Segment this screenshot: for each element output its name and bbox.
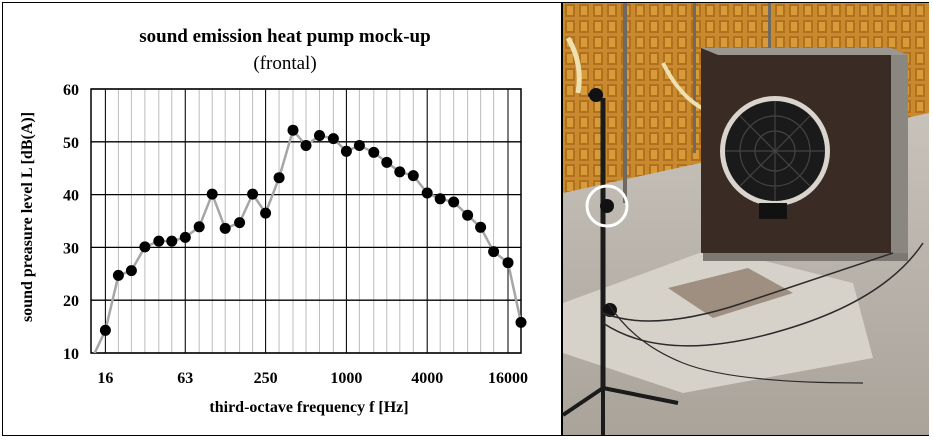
panel-divider bbox=[561, 3, 563, 435]
data-point bbox=[340, 145, 352, 157]
data-point bbox=[488, 246, 500, 258]
data-point bbox=[153, 235, 165, 247]
y-tick-label: 10 bbox=[63, 346, 79, 363]
grid bbox=[90, 88, 522, 354]
data-point bbox=[260, 207, 272, 219]
frequency-chart: sound emission heat pump mock-up (fronta… bbox=[19, 26, 528, 416]
data-point bbox=[300, 140, 312, 151]
data-point bbox=[381, 156, 393, 168]
data-point bbox=[327, 133, 339, 145]
data-point bbox=[515, 316, 527, 328]
x-tick-label: 63 bbox=[177, 370, 193, 387]
data-point bbox=[234, 217, 246, 229]
data-point bbox=[475, 221, 487, 233]
data-point bbox=[407, 170, 419, 182]
y-axis-label: sound preasure level L [dB(A)] bbox=[19, 112, 36, 322]
data-point bbox=[193, 221, 205, 233]
chart-panel: sound emission heat pump mock-up (fronta… bbox=[3, 3, 561, 435]
data-point bbox=[139, 241, 151, 253]
chart-title: sound emission heat pump mock-up bbox=[139, 26, 430, 47]
data-point bbox=[125, 265, 137, 277]
data-point bbox=[112, 269, 124, 281]
data-point bbox=[394, 166, 406, 178]
data-point bbox=[502, 257, 514, 269]
chart-subtitle: (frontal) bbox=[253, 53, 316, 74]
data-point bbox=[247, 188, 259, 200]
data-point bbox=[448, 196, 460, 208]
x-tick-label: 16000 bbox=[488, 370, 528, 387]
plot-area-border bbox=[90, 88, 522, 354]
x-axis-label: third-octave frequency f [Hz] bbox=[209, 399, 408, 416]
x-tick-label: 4000 bbox=[411, 370, 443, 387]
y-tick-label: 50 bbox=[63, 135, 79, 152]
data-point bbox=[287, 124, 299, 136]
test-setup-photo bbox=[563, 3, 929, 435]
data-point bbox=[368, 146, 380, 158]
data-point bbox=[273, 172, 285, 184]
data-point bbox=[166, 235, 178, 247]
data-point bbox=[179, 231, 191, 243]
anechoic-chamber-photo-icon bbox=[563, 3, 929, 435]
microphone-top bbox=[589, 88, 603, 102]
data-series bbox=[93, 124, 527, 353]
floor-grate bbox=[668, 268, 793, 318]
data-point bbox=[314, 130, 325, 141]
highlight-circle bbox=[585, 184, 629, 228]
concrete-plinth bbox=[563, 248, 873, 393]
y-tick-label: 30 bbox=[63, 240, 79, 257]
x-tick-label: 16 bbox=[97, 370, 113, 387]
y-tick-label: 20 bbox=[63, 293, 79, 310]
microphone-bottom bbox=[603, 303, 617, 317]
data-point bbox=[99, 324, 111, 336]
y-tick-label: 40 bbox=[63, 188, 79, 205]
data-point bbox=[462, 209, 474, 221]
data-point bbox=[421, 187, 433, 199]
microphone-middle bbox=[600, 199, 614, 213]
tick-labels: 10 20 30 40 50 60 16 63 250 1000 4000 16000 bbox=[63, 82, 528, 387]
data-point bbox=[219, 222, 231, 234]
y-tick-label: 60 bbox=[63, 82, 79, 99]
x-tick-label: 250 bbox=[254, 370, 278, 387]
data-point bbox=[353, 140, 365, 151]
data-point bbox=[206, 188, 218, 200]
x-tick-label: 1000 bbox=[330, 370, 362, 387]
data-point bbox=[434, 193, 446, 205]
